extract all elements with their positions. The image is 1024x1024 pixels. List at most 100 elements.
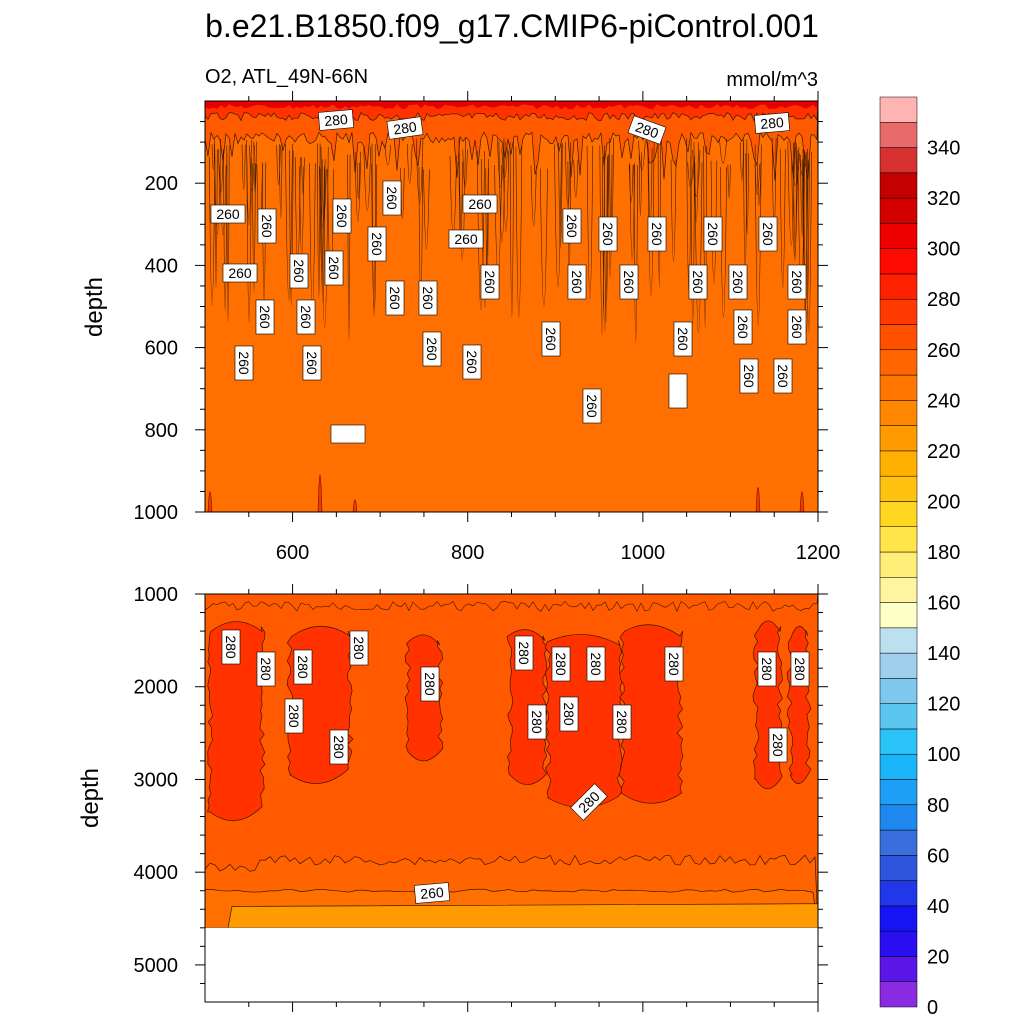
bottom-contour-label: 260 bbox=[413, 882, 451, 904]
top-band-300 bbox=[205, 101, 818, 110]
bottom-contour-label-text: 280 bbox=[614, 710, 630, 734]
top-x-tick-label: 1200 bbox=[796, 542, 841, 564]
top-contour-label-box bbox=[234, 345, 254, 381]
top-contour-streak bbox=[509, 142, 514, 318]
top-contour-label-text: 260 bbox=[424, 337, 440, 361]
top-contour-label-box bbox=[673, 321, 693, 357]
main-title: b.e21.B1850.f09_g17.CMIP6-piControl.001 bbox=[205, 8, 819, 44]
top-contour-label-box bbox=[619, 264, 639, 300]
top-contour-label-text: 260 bbox=[649, 222, 665, 246]
top-contour-label-box bbox=[787, 264, 807, 300]
colorbar-swatch bbox=[879, 248, 918, 275]
top-contour-label: 260 bbox=[647, 216, 667, 252]
top-contour-label-text: 260 bbox=[675, 327, 691, 351]
bottom-contour-label-box bbox=[413, 882, 451, 904]
top-contour-label-text: 260 bbox=[468, 196, 492, 212]
colorbar-tick-label: 200 bbox=[927, 491, 960, 513]
top-contour-label-text: 260 bbox=[291, 259, 307, 283]
bottom-y-tick-label: 3000 bbox=[134, 769, 179, 791]
colorbar-swatch bbox=[879, 273, 918, 300]
top-contour-label: 260 bbox=[739, 358, 759, 394]
top-contour-label: 260 bbox=[448, 229, 484, 249]
colorbar-swatch bbox=[879, 374, 918, 401]
colorbar-swatch bbox=[879, 400, 918, 426]
top-deep-filament bbox=[799, 491, 805, 513]
top-contour-label-text: 260 bbox=[690, 270, 706, 294]
top-plot-area: 280 280 280 280 260 260 260 260 260 260 260 260 260 2… bbox=[204, 100, 819, 513]
bottom-contour-label-text: 280 bbox=[529, 710, 545, 734]
top-contour-streak bbox=[539, 168, 548, 308]
top-contour-label: 260 bbox=[688, 264, 708, 300]
top-y-tick-label: 800 bbox=[145, 420, 178, 442]
top-contour-label: 260 bbox=[367, 226, 387, 262]
colorbar-swatch bbox=[879, 551, 918, 578]
colorbar-swatch bbox=[879, 223, 918, 249]
bottom-contour-label-text: 280 bbox=[666, 652, 682, 676]
bottom-contour-label-text: 280 bbox=[561, 702, 577, 726]
top-contour-label-box bbox=[753, 112, 791, 134]
colorbar-tick-label: 160 bbox=[927, 593, 960, 615]
top-contour-label: 260 bbox=[787, 264, 807, 300]
colorbar-swatch bbox=[879, 577, 918, 603]
top-contour-streak bbox=[803, 162, 810, 333]
top-contour-label-text: 260 bbox=[304, 351, 320, 375]
top-contour-streak bbox=[633, 165, 638, 343]
colorbar-tick-label: 120 bbox=[927, 694, 960, 716]
top-contour-label-box bbox=[739, 358, 759, 394]
colorbar-swatch bbox=[879, 905, 918, 932]
bottom-contour-label-box bbox=[221, 629, 241, 665]
top-contour-streak bbox=[301, 157, 305, 195]
colorbar-swatch bbox=[879, 147, 918, 174]
top-contour-label: 260 bbox=[210, 204, 246, 224]
bottom-contour-label-box bbox=[551, 646, 571, 682]
colorbar-swatch bbox=[879, 652, 918, 679]
bottom-contour-label-text: 280 bbox=[588, 652, 604, 676]
bottom-y-axis-title: depth bbox=[77, 768, 104, 828]
top-contour-label-text: 260 bbox=[543, 327, 559, 351]
top-contour-label-text: 260 bbox=[216, 206, 240, 222]
bottom-y-tick-label: 4000 bbox=[134, 862, 179, 884]
top-contour-label-text: 260 bbox=[569, 270, 585, 294]
top-contour-streak bbox=[481, 159, 489, 308]
colorbar-tick-label: 40 bbox=[927, 896, 949, 918]
bottom-contour-label-box bbox=[559, 696, 579, 732]
colorbar-swatch bbox=[879, 349, 918, 376]
top-contour-label-box bbox=[448, 229, 484, 249]
colorbar-swatch bbox=[879, 880, 918, 907]
bottom-contour-label-text: 280 bbox=[223, 635, 239, 659]
top-contour-streak bbox=[208, 156, 216, 306]
top-contour-label-box bbox=[210, 204, 246, 224]
bottom-contour-label-text: 280 bbox=[286, 704, 302, 728]
top-contour-label: 260 bbox=[324, 250, 344, 286]
top-contour-label-text: 260 bbox=[760, 222, 776, 246]
top-x-tick-label: 1000 bbox=[621, 542, 666, 564]
colorbar-swatch bbox=[879, 804, 918, 831]
top-contour-streak bbox=[791, 166, 800, 186]
top-contour-streak bbox=[371, 143, 377, 311]
bottom-plot-area: 280 280 280 280 280 280 280 280 280 280 280 280 280 2… bbox=[204, 593, 819, 1003]
top-contour-streak bbox=[363, 146, 372, 211]
colorbar-swatch bbox=[879, 728, 918, 755]
bottom-contour-label-box bbox=[514, 635, 534, 671]
top-contour-label-box bbox=[688, 264, 708, 300]
top-contour-streak bbox=[515, 146, 523, 318]
top-contour-label-text: 260 bbox=[326, 256, 342, 280]
top-contour-label-text: 260 bbox=[464, 350, 480, 374]
top-contour-label-text: 280 bbox=[392, 118, 418, 137]
top-x-tick-label: 600 bbox=[276, 542, 309, 564]
top-contour-streak bbox=[320, 147, 329, 328]
top-contour-label-box bbox=[367, 226, 387, 262]
top-deep-filament bbox=[207, 491, 213, 513]
top-contour-label-box bbox=[582, 388, 602, 424]
colorbar-swatch bbox=[879, 956, 918, 982]
bottom-contour-label-text: 280 bbox=[516, 641, 532, 665]
top-contour-label-text: 260 bbox=[600, 222, 616, 246]
top-contour-label-box bbox=[255, 299, 275, 335]
top-contour-label-text: 260 bbox=[789, 270, 805, 294]
top-contour-label-text: 280 bbox=[760, 114, 785, 132]
top-contour-streak bbox=[356, 162, 360, 200]
top-contour-label-box bbox=[627, 115, 667, 145]
bottom-no-data bbox=[205, 927, 818, 1002]
